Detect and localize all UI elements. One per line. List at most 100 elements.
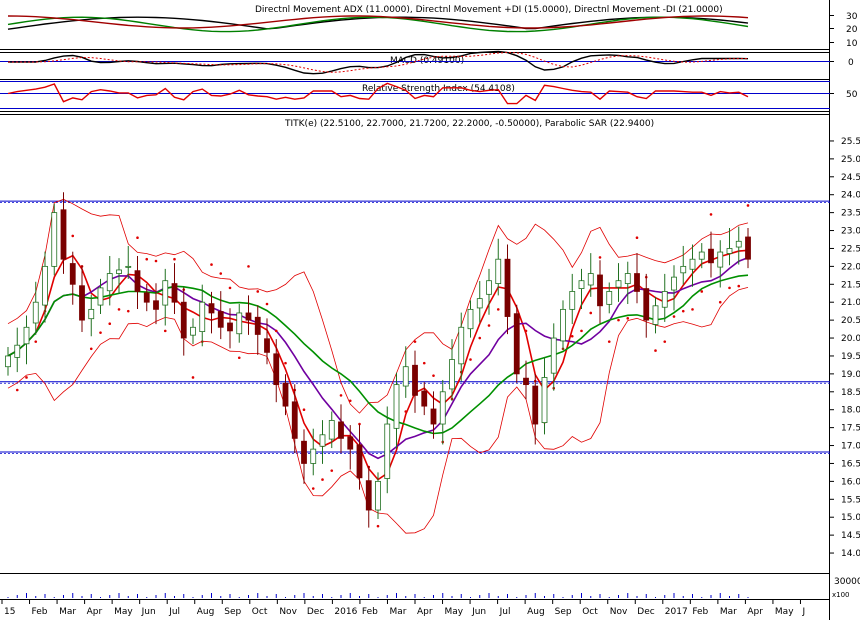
sar-dot <box>589 311 593 315</box>
candle-body <box>717 251 724 268</box>
time-tick-label: Apr <box>747 607 763 617</box>
candle-body <box>208 303 215 314</box>
candle-body <box>439 391 446 425</box>
sar-dot <box>617 318 620 322</box>
sar-dot <box>663 340 667 343</box>
sar-dot <box>256 290 260 293</box>
sar-dot <box>99 331 102 334</box>
candle-body <box>125 265 132 268</box>
time-tick-label: Dec <box>307 607 324 617</box>
price-tick-label: 14.5 <box>841 531 860 541</box>
panel-frames <box>0 0 830 620</box>
time-tick-label: Jun <box>141 607 156 617</box>
sar-dot <box>626 317 630 320</box>
candle-body <box>523 377 529 386</box>
sar-dot <box>228 286 232 290</box>
candle-body <box>347 436 354 450</box>
price-tick-label: 20.5 <box>841 316 860 326</box>
sar-dot <box>25 376 28 379</box>
candle-body <box>578 280 585 289</box>
time-tick-label: Apr <box>417 607 433 617</box>
candle-body <box>550 337 557 374</box>
candle-body <box>236 312 243 335</box>
candle-body <box>504 258 511 317</box>
adx-tick-label: 20 <box>846 25 858 35</box>
rsi-tick-label: 50 <box>846 90 858 100</box>
time-tick-label: J <box>801 607 805 617</box>
candle-body <box>698 251 705 260</box>
price-tick-label: 22.5 <box>841 244 860 254</box>
candle-body <box>60 209 67 260</box>
adx-axis: 30 20 10 <box>830 12 858 49</box>
time-tick-label: 15 <box>4 607 15 617</box>
candlesticks <box>5 192 751 528</box>
candle-body <box>365 480 372 511</box>
sar-dot <box>348 399 352 403</box>
time-tick-label: Oct <box>252 607 268 617</box>
rsi-axis: 50 <box>830 90 858 100</box>
candle-body <box>5 355 11 368</box>
candle-body <box>180 301 187 339</box>
time-tick-label: Aug <box>197 607 215 617</box>
candle-body <box>689 258 696 270</box>
macd-series <box>0 50 830 75</box>
sar-dot <box>284 361 287 365</box>
sar-dot <box>376 524 380 528</box>
adx-series <box>7 15 749 33</box>
price-tick-label: 15.0 <box>841 513 860 523</box>
candle-body <box>134 270 141 292</box>
candle-body <box>319 434 326 447</box>
price-tick-label: 23.0 <box>841 227 860 237</box>
time-tick-label: Mar <box>59 607 76 617</box>
sar-dot <box>718 300 722 304</box>
candle-body <box>69 263 76 285</box>
time-tick-label: Apr <box>87 607 103 617</box>
candle-body <box>32 301 39 324</box>
time-tick-label: 2016 <box>334 607 357 617</box>
rsi-line <box>7 82 749 105</box>
candle-body <box>51 212 58 267</box>
candle-body <box>467 308 474 330</box>
candle-body <box>402 366 409 387</box>
price-axis: 25.5 25.0 24.5 24.0 23.5 23.0 22.5 22.0 21.5 21.0… <box>830 137 860 559</box>
candle-body <box>356 444 363 479</box>
sar-dot <box>700 290 704 293</box>
candle-body <box>42 265 48 306</box>
time-tick-label: 2017 <box>665 607 688 617</box>
candle-body <box>430 408 437 425</box>
candle-body <box>587 273 594 286</box>
candle-body <box>23 326 30 345</box>
candle-body <box>88 308 95 320</box>
price-tick-label: 25.5 <box>841 137 860 147</box>
parabolic-sar <box>15 204 750 528</box>
candle-body <box>153 300 159 310</box>
time-tick-label: Nov <box>279 607 297 617</box>
sar-dot <box>210 263 213 266</box>
bollinger-upper-band <box>7 198 749 414</box>
time-axis: 15 Feb Mar Apr May Jun Jul Aug Sep Oct Nov Dec 2016 F… <box>1 600 805 617</box>
candle-body <box>671 276 677 291</box>
candle-body <box>384 423 391 479</box>
candle-body <box>412 364 418 396</box>
candle-body <box>615 280 622 288</box>
sar-dot <box>404 410 408 413</box>
sar-dot <box>496 308 500 311</box>
time-tick-label: Jul <box>168 607 180 617</box>
volume-unit-label: x100 <box>832 591 850 599</box>
macd-axis: 0 <box>830 58 854 68</box>
sar-dot <box>136 236 139 240</box>
sar-dot <box>339 394 343 397</box>
sar-dot <box>635 236 639 240</box>
candle-body <box>495 258 502 284</box>
time-tick-label: Nov <box>610 607 628 617</box>
sar-dot <box>358 422 361 426</box>
sma-long-line <box>7 274 749 435</box>
candle-body <box>532 385 539 425</box>
candle-body <box>106 273 113 292</box>
candle-body <box>624 273 631 284</box>
candle-body <box>190 326 196 336</box>
candle-body <box>162 280 169 306</box>
time-tick-label: Aug <box>527 607 545 617</box>
sar-dot <box>302 408 306 412</box>
